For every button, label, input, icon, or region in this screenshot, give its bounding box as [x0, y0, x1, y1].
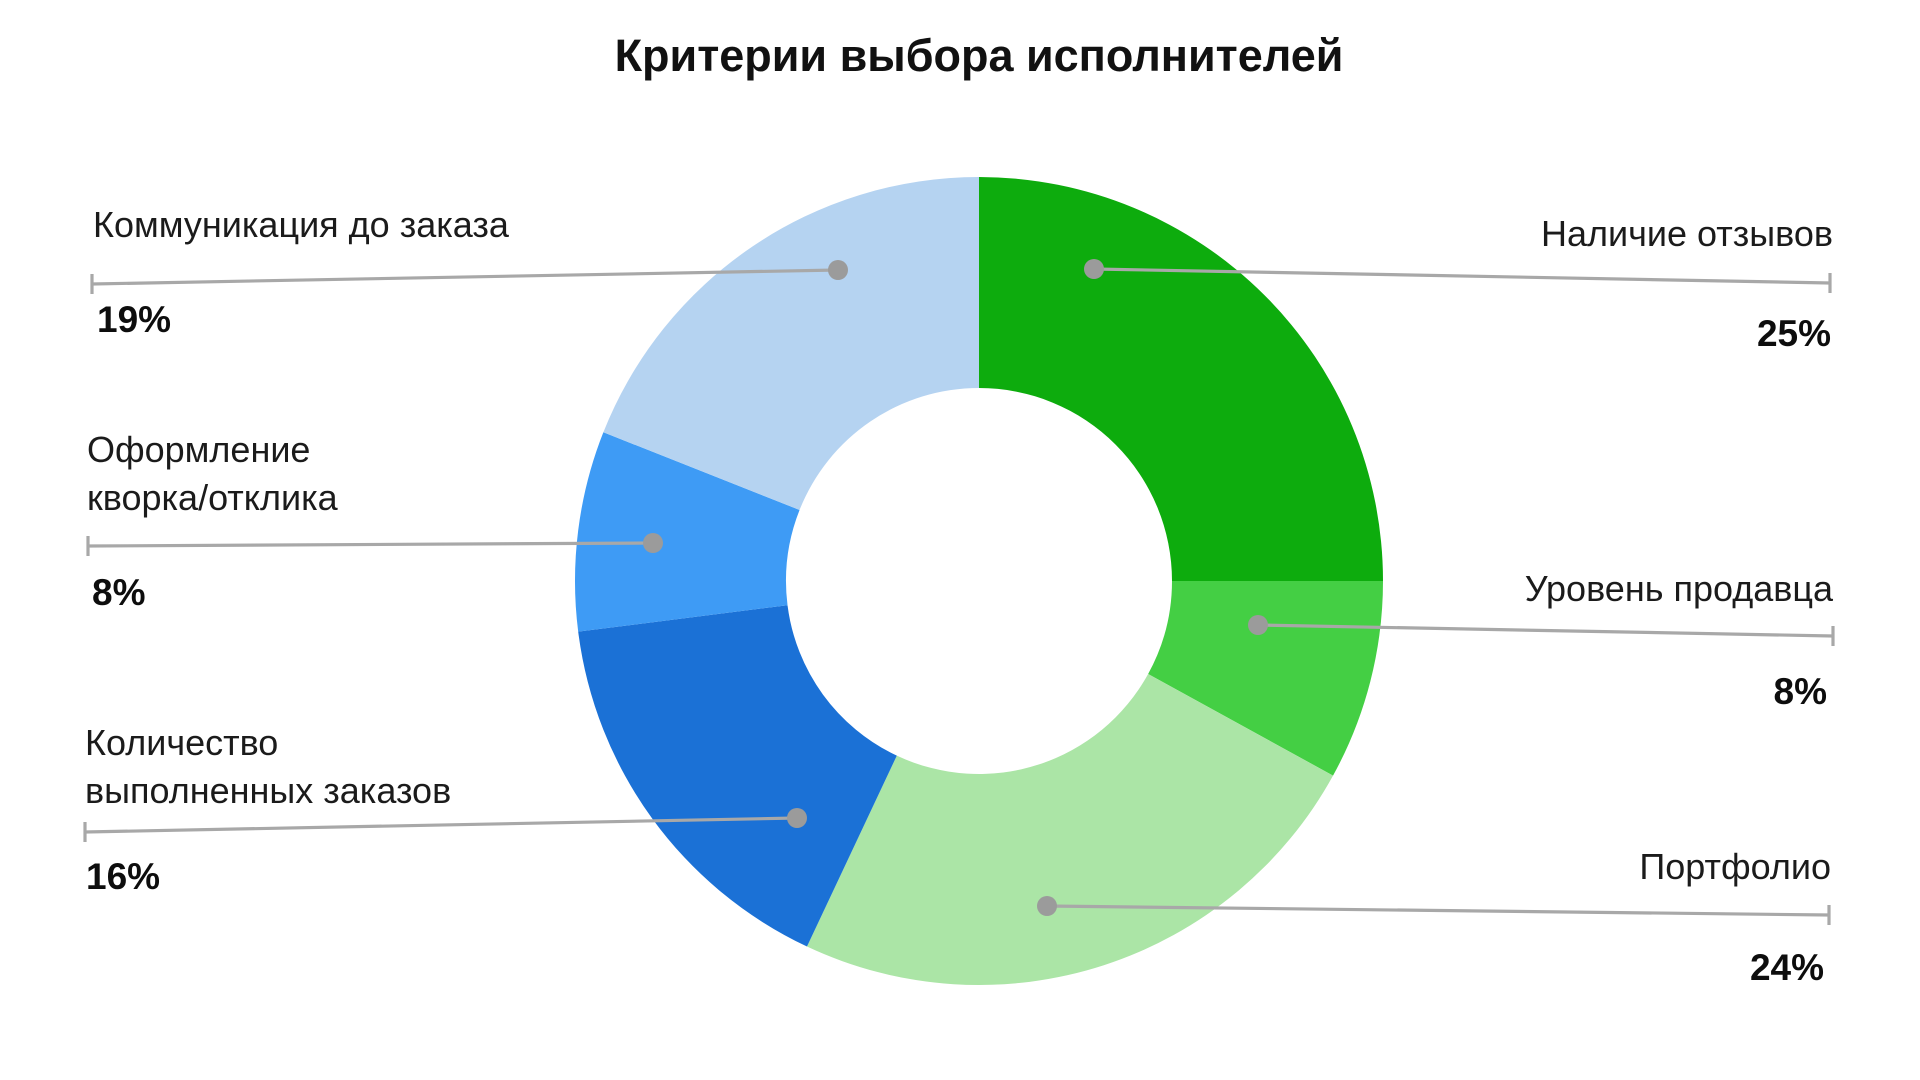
- leader-dot: [643, 533, 663, 553]
- donut-slice-1: [1148, 581, 1383, 776]
- slice-label-line: Оформление: [87, 429, 311, 470]
- slice-label: Количество выполненных заказов: [85, 719, 451, 815]
- slice-label-line: Уровень продавца: [1524, 568, 1833, 609]
- slice-value: 8%: [92, 572, 146, 613]
- leader-line: [87, 541, 654, 548]
- slice-label: Наличие отзывов: [1541, 210, 1833, 258]
- slice-label-line: кворка/отклика: [87, 477, 338, 518]
- donut-slice-4: [575, 432, 800, 632]
- leader-dot: [1248, 615, 1268, 635]
- leader-line: [91, 268, 839, 286]
- slice-label: Уровень продавца: [1525, 565, 1833, 613]
- slice-value: 16%: [86, 856, 161, 897]
- slice-label: Коммуникация до заказа: [93, 201, 509, 249]
- donut-slice-0: [979, 177, 1383, 581]
- slice-label: Оформление кворка/отклика: [87, 426, 338, 522]
- leader-line: [1093, 267, 1831, 285]
- slice-label-line: Коммуникация до заказа: [93, 204, 509, 245]
- donut-slices: [575, 177, 1383, 986]
- donut-slice-5: [603, 177, 979, 510]
- leader-dot: [787, 808, 807, 828]
- slice-label-line: Количество: [85, 722, 279, 763]
- slice-value: 25%: [1756, 313, 1831, 354]
- slice-value: 24%: [1749, 947, 1824, 988]
- slice-value: 8%: [1773, 671, 1827, 712]
- slice-value: 19%: [97, 299, 172, 340]
- leader-line: [1257, 623, 1834, 638]
- slice-label-line: Портфолио: [1639, 846, 1831, 887]
- slice-label-line: выполненных заказов: [85, 770, 452, 811]
- leader-dot: [828, 260, 848, 280]
- leader-line: [84, 816, 798, 834]
- leader-lines: [83, 259, 1835, 925]
- leader-dot: [1084, 259, 1104, 279]
- leader-line: [1046, 904, 1830, 917]
- slice-label: Портфолио: [1639, 843, 1831, 891]
- leader-dot: [1037, 896, 1057, 916]
- chart-title: Критерии выбора исполнителей: [614, 30, 1344, 81]
- slice-label-line: Наличие отзывов: [1541, 213, 1833, 254]
- donut-slice-3: [578, 605, 897, 947]
